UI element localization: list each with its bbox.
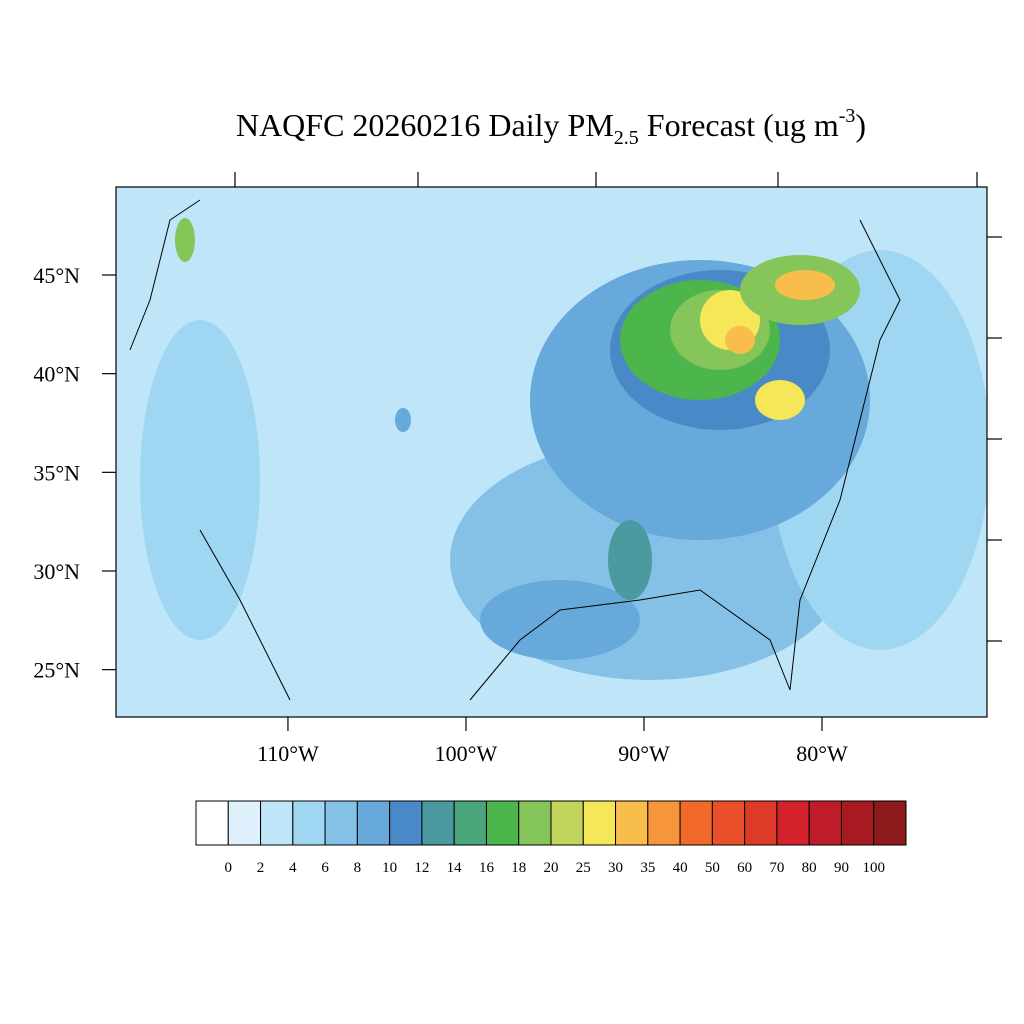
colorbar-box xyxy=(550,800,584,846)
colorbar-box xyxy=(711,800,746,846)
colorbar-label: 50 xyxy=(705,860,720,876)
colorbar-box xyxy=(808,800,842,846)
pm-field xyxy=(116,187,987,717)
colorbar-box xyxy=(195,800,229,846)
colorbar-box xyxy=(227,800,262,846)
colorbar-label: 4 xyxy=(289,860,297,876)
colorbar-label: 2 xyxy=(257,860,265,876)
lat-tick-label: 30°N xyxy=(33,559,80,584)
colorbar-label: 20 xyxy=(544,860,559,876)
colorbar-label: 25 xyxy=(576,860,591,876)
colorbar-box xyxy=(518,800,552,846)
lon-tick-label: 80°W xyxy=(796,741,848,766)
colorbar-label: 16 xyxy=(479,860,495,876)
colorbar-box xyxy=(453,800,487,846)
colorbar-box xyxy=(582,800,617,846)
colorbar-label: 40 xyxy=(673,860,688,876)
colorbar-label: 14 xyxy=(447,860,463,876)
frame-ticks xyxy=(234,172,1002,642)
map-title: NAQFC 20260216 Daily PM2.5 Forecast (ug … xyxy=(236,105,866,149)
colorbar-box xyxy=(744,800,778,846)
colorbar-label: 80 xyxy=(802,860,817,876)
colorbar-label: 35 xyxy=(640,860,655,876)
colorbar-box xyxy=(356,800,391,846)
lat-tick-label: 25°N xyxy=(33,658,80,683)
colorbar-label: 6 xyxy=(321,860,329,876)
lon-tick-label: 100°W xyxy=(435,741,498,766)
colorbar-label: 70 xyxy=(769,860,784,876)
colorbar-label: 30 xyxy=(608,860,623,876)
map-frame xyxy=(115,186,988,718)
colorbar-label: 12 xyxy=(414,860,429,876)
colorbar-box xyxy=(776,800,810,846)
colorbar-box xyxy=(389,800,423,846)
colorbar-label: 0 xyxy=(225,860,233,876)
lon-tick-label: 110°W xyxy=(257,741,319,766)
colorbar-label: 8 xyxy=(354,860,362,876)
colorbar-box xyxy=(873,800,907,846)
colorbar-box xyxy=(292,800,326,846)
lat-tick-label: 35°N xyxy=(33,460,80,485)
colorbar-box xyxy=(647,800,681,846)
colorbar-box xyxy=(260,800,294,846)
lat-tick-label: 45°N xyxy=(33,263,80,288)
colorbar-label: 60 xyxy=(737,860,752,876)
colorbar-box xyxy=(615,800,649,846)
colorbar-label: 18 xyxy=(511,860,526,876)
colorbar-box xyxy=(485,800,520,846)
colorbar-box xyxy=(679,800,713,846)
colorbar-box xyxy=(840,800,875,846)
lon-tick-label: 90°W xyxy=(618,741,670,766)
colorbar-label: 100 xyxy=(862,860,885,876)
colorbar-label: 10 xyxy=(382,860,397,876)
lat-tick-label: 40°N xyxy=(33,362,80,387)
colorbar-box xyxy=(421,800,455,846)
colorbar-label: 90 xyxy=(834,860,849,876)
colorbar-box xyxy=(324,800,358,846)
